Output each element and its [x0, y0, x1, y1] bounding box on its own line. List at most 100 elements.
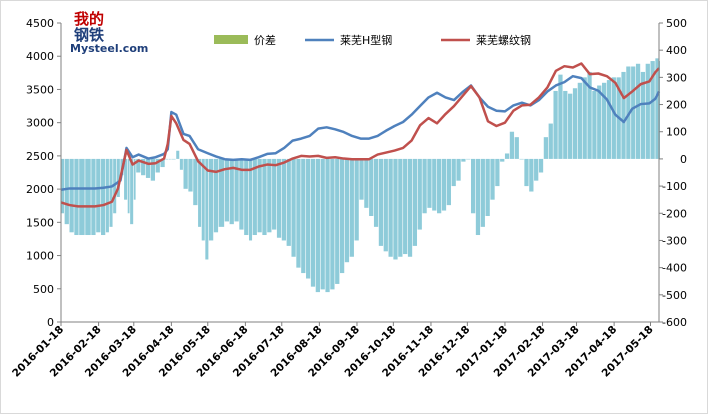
spread-bar	[543, 137, 549, 159]
spread-bar	[61, 158, 65, 214]
spread-bar	[611, 77, 616, 159]
spread-bar	[403, 158, 408, 255]
chart-legend: 价差 莱芜H型钢 莱芜螺纹钢	[214, 33, 531, 47]
spread-bar	[130, 158, 134, 225]
spread-bar	[113, 158, 117, 214]
plot-layer	[60, 58, 661, 293]
spread-bar	[563, 90, 568, 159]
spread-bar	[234, 158, 239, 222]
right-y-tick-label: -200	[662, 207, 687, 220]
spread-bar	[201, 158, 205, 241]
spread-bar	[519, 158, 524, 160]
left-y-tick-label: 4500	[26, 17, 54, 30]
right-y-tick-label: 0	[680, 153, 687, 166]
spread-bar	[640, 71, 646, 159]
spread-bar	[534, 158, 539, 181]
spread-bar	[398, 158, 403, 257]
spread-bar	[529, 158, 534, 192]
spread-bar	[441, 158, 447, 211]
spread-bar	[244, 158, 249, 236]
spread-bar	[490, 158, 495, 200]
spread-bar	[276, 158, 282, 238]
spread-bar	[548, 123, 553, 159]
spread-bar	[383, 158, 388, 252]
right-y-tick-label: -100	[662, 180, 687, 193]
spread-bar	[538, 158, 544, 173]
spread-bar	[325, 158, 330, 293]
mysteel-logo: 我的 钢铁 Mysteel.com	[68, 6, 148, 58]
spread-bar	[514, 137, 519, 159]
spread-bar	[252, 158, 257, 236]
logo-line2: 钢铁	[74, 26, 104, 44]
spread-bar	[339, 158, 345, 274]
left-y-tick-label: 2000	[26, 183, 54, 196]
spread-bar	[109, 158, 113, 227]
spread-bar	[568, 93, 573, 159]
right-y-tick-label: 300	[666, 71, 687, 84]
spread-bar	[179, 158, 183, 170]
spread-bar	[432, 158, 437, 211]
logo-background	[68, 6, 148, 58]
spread-bar	[183, 158, 188, 189]
spread-bar	[160, 158, 165, 168]
spread-bar	[320, 158, 325, 290]
spread-bar	[475, 158, 481, 236]
spread-bar	[74, 158, 79, 236]
spread-bar	[524, 158, 529, 187]
spread-bar	[281, 158, 287, 241]
spread-bar	[577, 82, 582, 159]
spread-bar	[592, 90, 597, 159]
spread-bar	[504, 153, 510, 159]
left-y-tick-label: 4000	[26, 50, 54, 63]
left-y-tick-label: 3500	[26, 83, 54, 96]
spread-bar	[224, 158, 229, 222]
spread-bar	[582, 77, 587, 159]
spread-bar	[631, 66, 636, 159]
spread-bar	[262, 158, 267, 236]
spread-bar	[335, 158, 340, 284]
spread-bar	[96, 158, 101, 233]
spread-bar	[553, 90, 558, 159]
spread-bar	[601, 82, 607, 159]
right-y-tick-label: 200	[666, 99, 687, 112]
left-y-tick-label: 1500	[26, 216, 54, 229]
spread-bar	[621, 71, 626, 159]
spread-bar	[480, 158, 485, 227]
spread-bar	[105, 158, 109, 233]
spread-bar	[388, 158, 393, 257]
spread-bar	[310, 158, 316, 287]
rebar-price-line	[60, 62, 660, 208]
legend-label-rebar: 莱芜螺纹钢	[476, 33, 531, 47]
spread-bar	[437, 158, 442, 214]
right-y-tick-label: -400	[662, 262, 687, 275]
spread-bar	[635, 63, 641, 159]
spread-bar	[354, 158, 359, 241]
spread-bar	[205, 158, 209, 260]
spread-bar	[427, 158, 432, 208]
spread-bar	[597, 85, 602, 159]
spread-bar	[500, 158, 505, 162]
spread-bar	[451, 158, 456, 187]
spread-bar	[417, 158, 422, 230]
left-y-tick-label: 2500	[26, 150, 54, 163]
spread-bar	[136, 158, 141, 173]
spread-bar	[85, 158, 91, 236]
spread-bar	[650, 61, 655, 159]
left-y-tick-label: 3000	[26, 117, 54, 130]
spread-bar	[145, 158, 151, 178]
spread-bar	[572, 88, 578, 159]
spread-bar	[606, 80, 612, 159]
spread-bar	[558, 74, 563, 159]
spread-bar	[79, 158, 85, 236]
spread-bar	[116, 158, 120, 197]
right-y-tick-label: 400	[666, 44, 687, 57]
spread-bar	[495, 158, 500, 187]
spread-bar	[344, 158, 350, 263]
right-y-tick-label: 100	[666, 126, 687, 139]
spread-bar	[198, 158, 202, 227]
spread-bar	[229, 158, 234, 225]
spread-bar	[378, 158, 384, 246]
spread-bar	[101, 158, 106, 236]
